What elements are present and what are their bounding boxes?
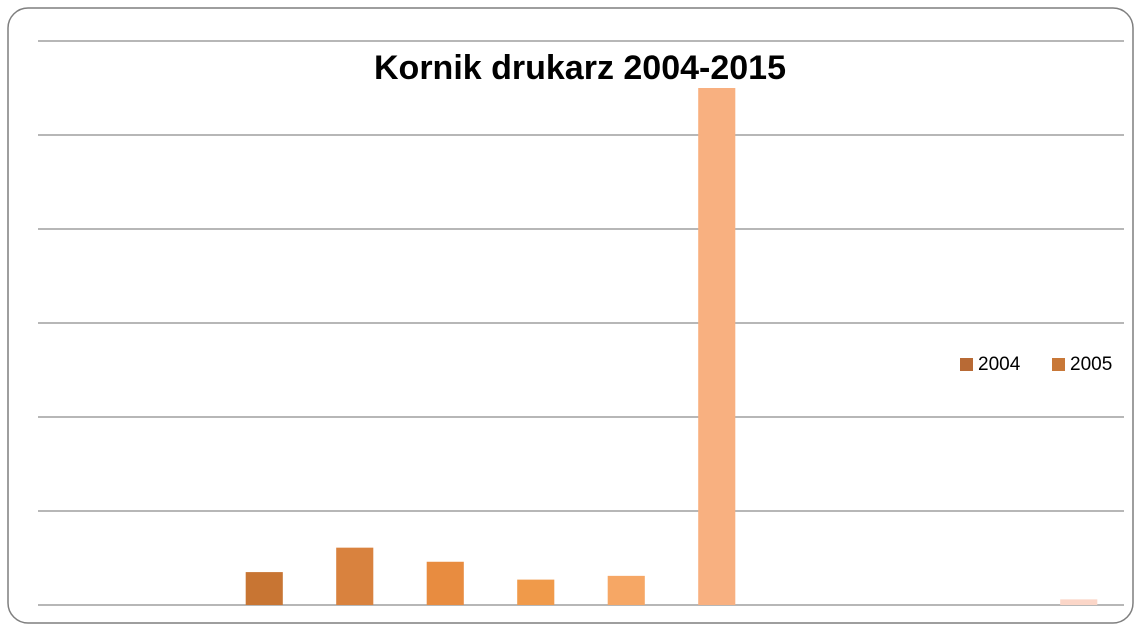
chart-border — [7, 7, 1134, 624]
chart-title: Kornik drukarz 2004-2015 — [374, 49, 786, 87]
legend-swatch — [960, 358, 973, 371]
legend-label: 2004 — [978, 354, 1021, 375]
bar — [517, 579, 555, 605]
bar — [698, 88, 736, 605]
bar — [336, 547, 374, 605]
bar — [607, 575, 645, 605]
legend-label: 2005 — [1070, 354, 1112, 375]
bar — [1060, 599, 1098, 605]
legend-swatch — [1052, 358, 1065, 371]
bar — [245, 572, 283, 605]
bar — [426, 561, 464, 605]
